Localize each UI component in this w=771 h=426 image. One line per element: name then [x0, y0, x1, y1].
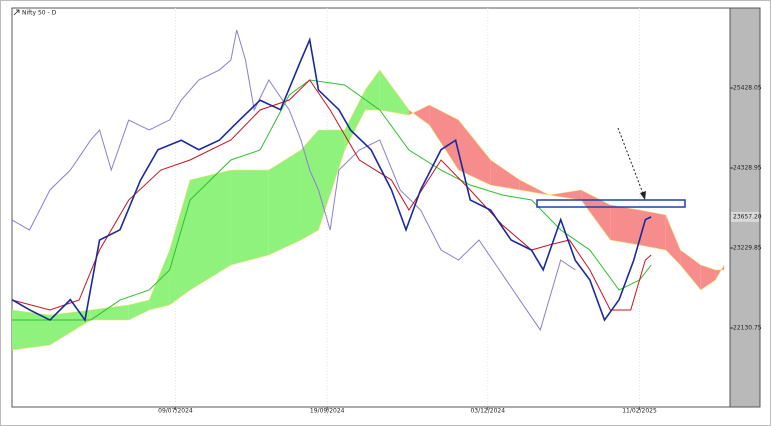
arrow-head	[640, 191, 646, 200]
cloud-edge	[11, 104, 725, 351]
cloud-segment	[318, 130, 345, 231]
last-price-box	[731, 211, 759, 222]
cloud-segment	[169, 180, 191, 305]
y-tick-label: 22130.75	[733, 325, 762, 332]
series-line	[12, 79, 652, 321]
cloud-segment	[610, 204, 640, 246]
price-axis-panel	[729, 7, 761, 408]
cloud-segment	[128, 300, 150, 320]
cloud-segment	[639, 209, 666, 251]
cloud-segment	[49, 310, 91, 346]
x-tick-label: 03/12/2024	[470, 408, 505, 415]
cloud-segment	[12, 310, 50, 350]
x-tick-label: 11/02/2025	[622, 408, 657, 415]
series-line	[11, 29, 576, 332]
y-tick-label: 24328.95	[733, 165, 762, 172]
cloud-segment	[665, 215, 681, 266]
cloud-segment	[549, 189, 582, 201]
plot-layer	[11, 8, 725, 407]
last-price-label: 23657.20	[733, 213, 762, 220]
cloud-segment	[300, 130, 319, 240]
y-tick-label: 25428.05	[733, 85, 762, 92]
cloud-segment	[408, 105, 430, 125]
cloud-edge	[11, 69, 725, 316]
cloud-segment	[700, 265, 716, 290]
series-line	[11, 37, 652, 323]
cloud-segment	[680, 250, 701, 290]
title-icon	[13, 9, 20, 16]
resistance-box	[536, 199, 686, 208]
cloud-segment	[490, 159, 520, 190]
x-tick-label: 09/07/2024	[158, 408, 193, 415]
cloud-segment	[344, 89, 366, 151]
cloud-segment	[365, 70, 380, 110]
cloud-segment	[581, 189, 611, 240]
y-tick-label: 23229.85	[733, 245, 762, 252]
chart-title: Nifty 50 - D	[22, 10, 57, 17]
cloud-segment	[230, 170, 269, 266]
cloud-segment	[379, 70, 409, 116]
cloud-segment	[268, 150, 301, 255]
x-tick-label: 19/09/2024	[310, 408, 345, 415]
cloud-segment	[190, 170, 231, 290]
arrow-line	[617, 127, 645, 197]
cloud-segment	[458, 120, 491, 186]
cloud-segment	[429, 105, 459, 171]
cloud-segment	[90, 304, 129, 320]
